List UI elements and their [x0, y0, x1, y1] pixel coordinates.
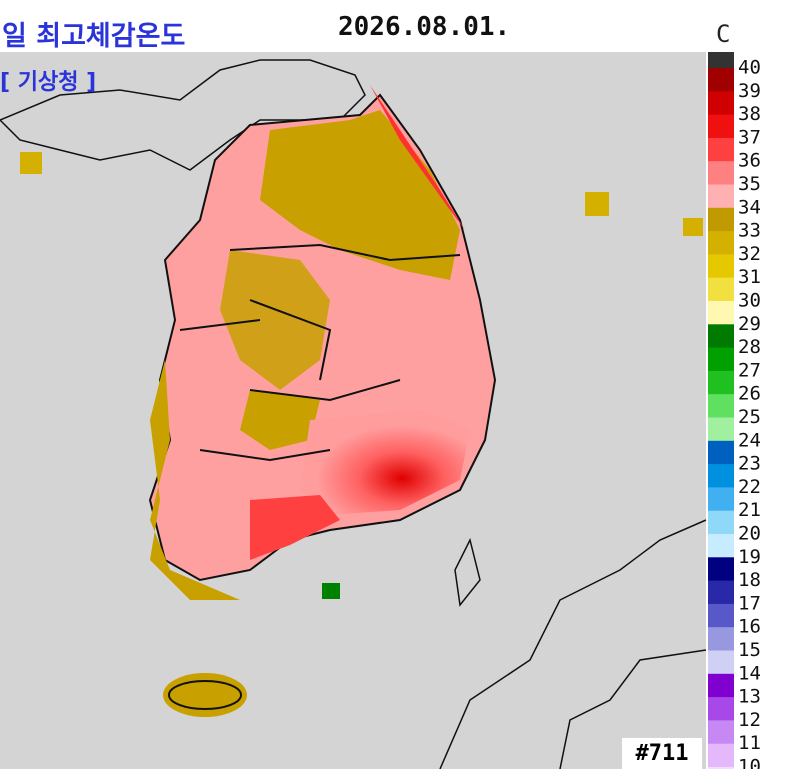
legend-label: 15 — [738, 639, 761, 661]
legend-label: 21 — [738, 499, 761, 521]
warm-region — [240, 390, 320, 450]
legend-swatch — [708, 137, 734, 162]
legend-label: 19 — [738, 546, 761, 568]
jeju-outline — [168, 680, 242, 710]
legend-label: 38 — [738, 103, 761, 125]
legend-swatch — [708, 767, 734, 769]
legend-swatch — [708, 603, 734, 628]
coast-strip — [150, 360, 240, 600]
legend-swatch — [708, 720, 734, 745]
border-lines — [0, 59, 366, 171]
hot-region — [300, 410, 470, 515]
legend-label: 17 — [738, 592, 761, 614]
legend-swatch — [708, 231, 734, 255]
legend-swatch — [708, 440, 734, 465]
legend-cap — [708, 52, 734, 68]
legend-label: 36 — [738, 150, 761, 172]
map-date: 2026.08.01. — [338, 12, 511, 42]
station-cell — [585, 192, 609, 216]
coast-strip — [370, 85, 465, 230]
legend-swatch — [708, 370, 734, 395]
hot-region — [250, 495, 340, 560]
legend-unit: C — [716, 20, 731, 48]
legend-swatch — [708, 301, 734, 325]
legend-swatch — [708, 650, 734, 675]
legend-swatch — [708, 277, 734, 302]
jeju-island — [163, 673, 247, 717]
legend-swatch — [708, 673, 734, 698]
legend-label: 30 — [738, 290, 761, 312]
legend-label: 40 — [738, 57, 761, 79]
legend-label: 24 — [738, 429, 761, 451]
legend-label: 31 — [738, 266, 761, 288]
map-title: 일 최고체감온도 — [2, 21, 186, 52]
legend-label: 26 — [738, 383, 761, 405]
map-id-badge: #711 — [622, 738, 702, 769]
legend-swatch — [708, 394, 734, 418]
legend-swatch — [708, 114, 734, 139]
warm-region — [220, 250, 330, 390]
legend-label: 16 — [738, 616, 761, 638]
station-cell — [683, 218, 703, 236]
legend-swatch — [708, 347, 734, 372]
legend-label: 11 — [738, 732, 761, 754]
legend-swatch — [708, 207, 734, 232]
legend-label: 27 — [738, 359, 761, 381]
legend-swatch — [708, 91, 734, 116]
legend-label: 22 — [738, 476, 761, 498]
legend-swatch — [708, 184, 734, 209]
legend-label: 18 — [738, 569, 761, 591]
legend-swatch — [708, 627, 734, 651]
legend-label: 25 — [738, 406, 761, 428]
legend-label: 34 — [738, 196, 761, 218]
legend-label: 39 — [738, 80, 761, 102]
japan-coast — [439, 519, 707, 769]
legend-label: 10 — [738, 756, 761, 769]
legend-swatch — [708, 743, 734, 768]
color-legend: 4039383736353433323130292827262524232221… — [708, 52, 761, 769]
legend-label: 32 — [738, 243, 761, 265]
legend-label: 29 — [738, 313, 761, 335]
legend-label: 14 — [738, 662, 761, 684]
legend-swatch — [708, 464, 734, 488]
source-label: [ 기상청 ] — [0, 70, 97, 95]
legend-swatch — [708, 417, 734, 442]
legend-swatch — [708, 557, 734, 582]
province-borders — [179, 243, 461, 462]
legend-swatch — [708, 697, 734, 721]
station-cell — [20, 152, 42, 174]
station-cell — [322, 583, 340, 599]
legend-swatch — [708, 487, 734, 512]
legend-label: 23 — [738, 453, 761, 475]
legend-label: 33 — [738, 220, 761, 242]
legend-label: 28 — [738, 336, 761, 358]
legend-swatch — [708, 580, 734, 605]
legend-label: 37 — [738, 126, 761, 148]
legend-swatch — [708, 68, 734, 92]
legend-swatch — [708, 510, 734, 535]
legend-swatch — [708, 534, 734, 558]
legend-label: 20 — [738, 523, 761, 545]
legend-swatch — [708, 324, 734, 349]
legend-label: 12 — [738, 709, 761, 731]
legend-label: 35 — [738, 173, 761, 195]
legend-swatch — [708, 161, 734, 185]
legend-swatch — [708, 254, 734, 279]
legend-label: 13 — [738, 686, 761, 708]
